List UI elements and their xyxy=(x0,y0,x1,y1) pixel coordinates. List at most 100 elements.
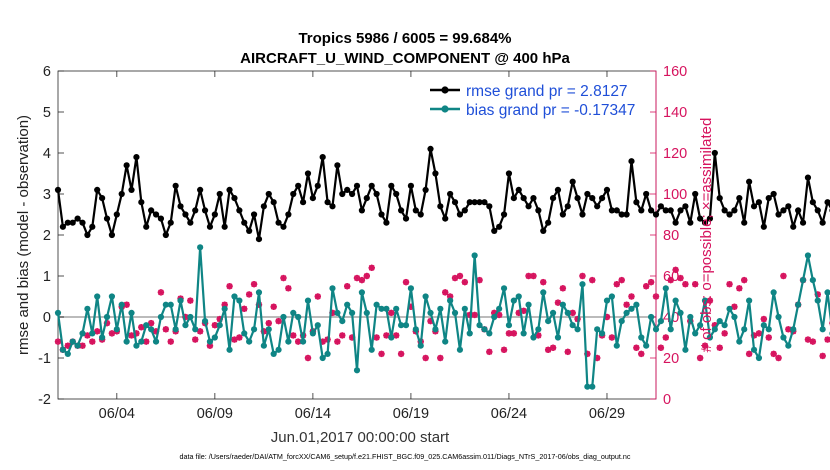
bias-point xyxy=(123,338,130,345)
obs-assimilated-point xyxy=(314,293,321,300)
rmse-point xyxy=(250,211,258,218)
rmse-point xyxy=(187,219,194,226)
obs-assimilated-point xyxy=(84,332,91,339)
bias-point xyxy=(432,326,439,333)
x-tick-label: 06/24 xyxy=(491,406,527,422)
bias-point xyxy=(628,305,635,312)
bias-point xyxy=(417,342,424,349)
bias-point xyxy=(677,309,684,316)
rmse-point xyxy=(265,190,272,198)
bias-point xyxy=(84,305,91,312)
bias-point xyxy=(608,293,615,300)
obs-mark-stroke xyxy=(158,289,164,296)
chart-title: Tropics 5986 / 6005 = 99.684% xyxy=(298,30,511,47)
rmse-point xyxy=(167,219,174,226)
bias-point xyxy=(545,318,552,325)
bias-point xyxy=(275,346,282,353)
obs-assimilated-point xyxy=(226,283,233,290)
obs-mark-stroke xyxy=(765,334,772,341)
rmse-point xyxy=(246,227,253,234)
obs-mark-stroke xyxy=(246,291,253,298)
obs-mark-stroke xyxy=(437,355,444,361)
rmse-point xyxy=(603,186,611,193)
bias-point xyxy=(770,289,777,296)
y-right-tick-label: 160 xyxy=(663,64,687,80)
bias-point xyxy=(456,346,464,353)
obs-assimilated-point xyxy=(579,272,586,280)
obs-assimilated-point xyxy=(608,334,616,341)
obs-mark-stroke xyxy=(672,266,679,273)
obs-mark-stroke xyxy=(809,338,816,345)
obs-mark-stroke xyxy=(677,275,684,281)
rmse-point xyxy=(760,223,767,230)
rmse-point xyxy=(442,215,449,222)
obs-assimilated-point xyxy=(270,303,277,310)
obs-assimilated-point xyxy=(378,350,385,358)
obs-mark-stroke xyxy=(682,281,689,288)
rmse-point xyxy=(226,186,233,193)
rmse-point xyxy=(706,215,714,222)
rmse-point xyxy=(447,190,454,198)
obs-mark-stroke xyxy=(344,283,351,290)
rmse-point xyxy=(236,207,243,214)
rmse-point xyxy=(780,207,787,214)
obs-mark-stroke xyxy=(270,303,277,310)
obs-mark-stroke xyxy=(756,330,762,337)
obs-assimilated-point xyxy=(358,276,366,284)
obs-mark-stroke xyxy=(354,275,360,281)
bias-point xyxy=(162,301,169,308)
rmse-point xyxy=(348,190,356,198)
rmse-point xyxy=(716,195,723,202)
bias-point xyxy=(353,367,361,374)
rmse-point xyxy=(559,211,566,218)
bias-point xyxy=(799,277,807,284)
bias-point xyxy=(231,293,238,300)
bias-point xyxy=(466,330,473,337)
obs-mark-stroke xyxy=(359,277,365,283)
y-left-tick-label: -1 xyxy=(38,351,51,367)
rmse-point xyxy=(746,178,753,185)
rmse-point xyxy=(324,199,331,206)
rmse-point xyxy=(750,203,758,210)
x-tick-label: 06/19 xyxy=(393,406,429,422)
obs-assimilated-point xyxy=(245,291,253,298)
obs-mark-stroke xyxy=(520,307,527,314)
bias-point xyxy=(672,297,679,304)
rmse-point xyxy=(598,195,606,202)
rmse-point xyxy=(697,215,704,222)
obs-mark-stroke xyxy=(721,330,728,337)
obs-mark-stroke xyxy=(84,332,91,339)
obs-assimilated-point xyxy=(618,276,625,284)
rmse-point xyxy=(290,190,297,198)
rmse-point xyxy=(471,199,478,206)
obs-mark-stroke xyxy=(623,301,630,308)
obs-mark-stroke xyxy=(702,342,708,349)
rmse-point xyxy=(133,154,140,161)
obs-assimilated-point xyxy=(736,285,743,292)
legend: rmse grand pr = 2.8127 bias grand pr = -… xyxy=(430,83,635,119)
obs-assimilated-point xyxy=(442,289,449,296)
obs-mark-stroke xyxy=(94,328,101,335)
obs-mark-stroke xyxy=(339,332,346,339)
obs-assimilated-point xyxy=(564,348,571,356)
obs-mark-stroke xyxy=(770,351,777,357)
obs-mark-stroke xyxy=(628,293,635,300)
obs-assimilated-point xyxy=(461,278,469,286)
rmse-point xyxy=(373,190,380,198)
y-axis-left-label: rmse and bias (model - observation) xyxy=(15,115,32,355)
footer-datafile: data file: /Users/raeder/DAI/ATM_forcXX/… xyxy=(180,452,631,461)
bias-point xyxy=(373,301,380,308)
rmse-point xyxy=(69,219,76,226)
bias-point xyxy=(755,354,763,362)
bias-point xyxy=(525,301,532,308)
obs-assimilated-point xyxy=(780,272,787,280)
rmse-point xyxy=(123,162,130,169)
rmse-point xyxy=(790,223,797,230)
obs-mark-stroke xyxy=(363,273,370,279)
rmse-point xyxy=(721,207,728,214)
legend-rmse-marker xyxy=(441,86,449,94)
bias-point xyxy=(447,297,454,304)
bias-point xyxy=(388,334,395,341)
rmse-point xyxy=(231,195,238,202)
